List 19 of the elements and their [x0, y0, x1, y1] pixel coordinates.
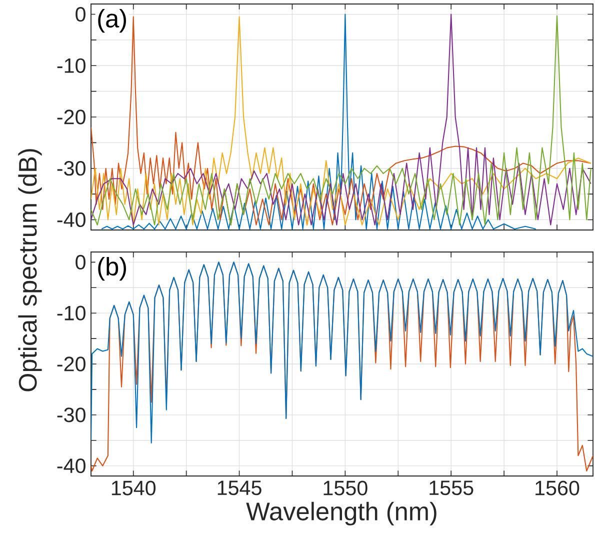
x-tick-label: 1540	[112, 480, 156, 496]
y-tick-label: -30	[57, 408, 86, 422]
y-tick-label: 0	[76, 254, 86, 270]
y-tick-label: 0	[76, 6, 86, 22]
x-tick-label: 1555	[430, 480, 474, 496]
x-axis-title: Wavelength (nm)	[246, 502, 436, 526]
y-tick-label: -10	[57, 306, 86, 320]
y-tick-label: -40	[57, 212, 86, 228]
y-axis-title: Optical spectrum (dB)	[18, 149, 42, 392]
x-tick-label: 1545	[218, 480, 262, 496]
x-tick-label: 1560	[536, 480, 580, 496]
y-tick-label: -20	[57, 110, 86, 124]
y-tick-label: -20	[57, 356, 86, 372]
x-tick-label: 1550	[324, 480, 368, 496]
y-tick-label: -10	[57, 58, 86, 73]
y-tick-label: -30	[57, 161, 86, 176]
annotation: (b)	[98, 256, 126, 281]
y-tick-label: -40	[57, 458, 86, 474]
annotation: (a)	[98, 8, 126, 33]
